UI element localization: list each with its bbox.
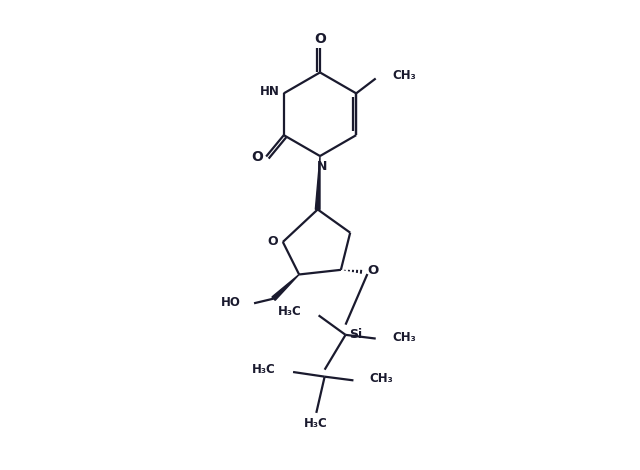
Text: HN: HN — [260, 85, 280, 97]
Text: Si: Si — [349, 329, 362, 341]
Text: CH₃: CH₃ — [370, 372, 394, 385]
Text: O: O — [368, 264, 379, 277]
Text: H₃C: H₃C — [252, 363, 275, 376]
Polygon shape — [316, 156, 320, 210]
Polygon shape — [272, 274, 299, 300]
Text: O: O — [314, 32, 326, 46]
Text: HO: HO — [221, 296, 241, 309]
Text: CH₃: CH₃ — [392, 69, 416, 82]
Text: H₃C: H₃C — [303, 416, 327, 430]
Text: N: N — [317, 160, 328, 173]
Text: O: O — [251, 150, 263, 164]
Text: CH₃: CH₃ — [392, 331, 416, 344]
Text: H₃C: H₃C — [278, 305, 302, 318]
Text: O: O — [268, 235, 278, 249]
